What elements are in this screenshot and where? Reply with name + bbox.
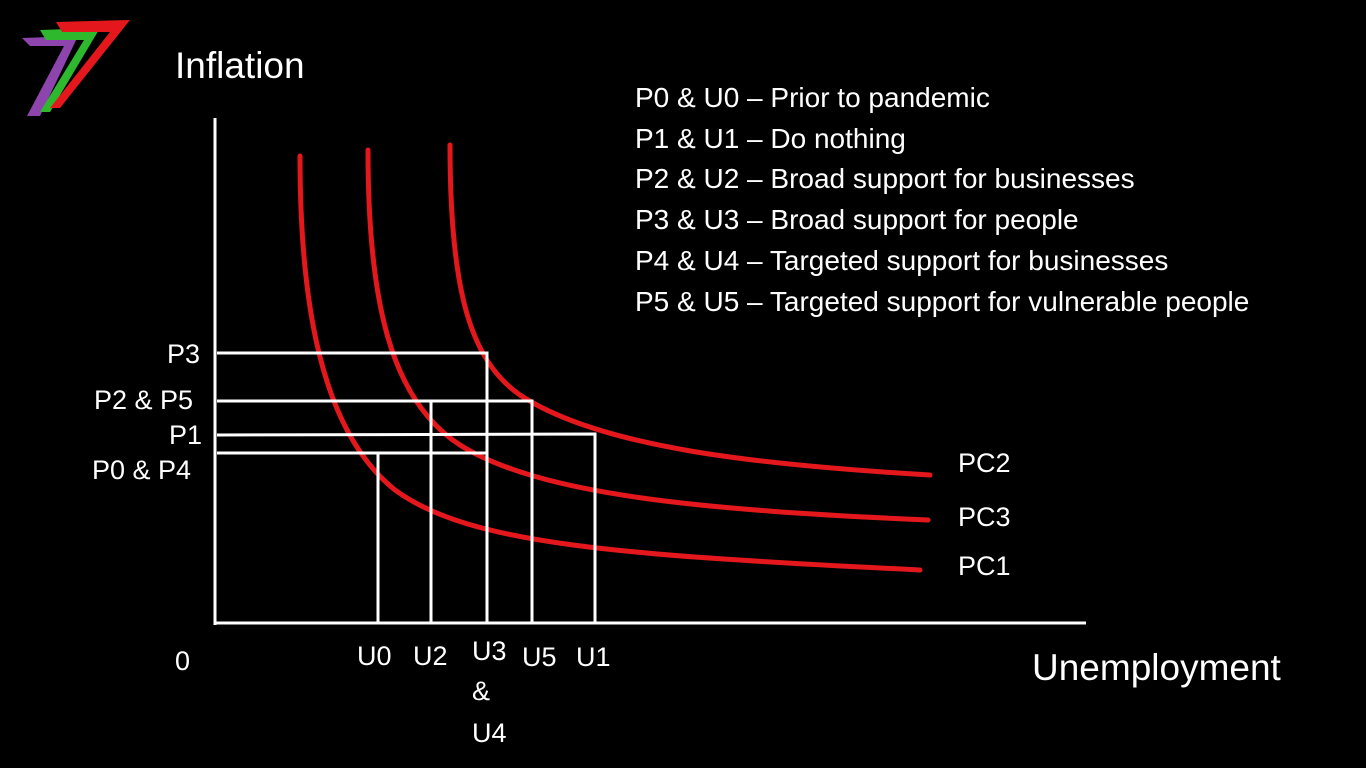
label-u4: U4 (472, 718, 507, 748)
origin-label: 0 (175, 646, 190, 676)
x-axis-title: Unemployment (1032, 647, 1282, 688)
label-p1: P1 (169, 420, 202, 450)
legend-line: P2 & U2 – Broad support for businesses (635, 163, 1135, 194)
label-pc2: PC2 (958, 448, 1011, 478)
label-u2: U2 (413, 641, 448, 671)
label-p3: P3 (167, 339, 200, 369)
label-ampersand: & (472, 676, 490, 706)
label-p2-p5: P2 & P5 (94, 385, 193, 415)
legend-line: P4 & U4 – Targeted support for businesse… (635, 245, 1168, 276)
legend-line: P0 & U0 – Prior to pandemic (635, 82, 990, 113)
legend-line: P3 & U3 – Broad support for people (635, 204, 1079, 235)
label-u5: U5 (522, 642, 557, 672)
guide-p1-u1 (216, 432, 597, 623)
legend-line: P1 & U1 – Do nothing (635, 123, 906, 154)
guide-p3-u3 (217, 351, 489, 623)
y-axis-title: Inflation (175, 45, 305, 86)
legend: P0 & U0 – Prior to pandemic P1 & U1 – Do… (635, 82, 1249, 317)
label-pc1: PC1 (958, 551, 1011, 581)
label-pc3: PC3 (958, 502, 1011, 532)
legend-line: P5 & U5 – Targeted support for vulnerabl… (635, 286, 1249, 317)
guide-p5-u5 (217, 399, 534, 623)
seven-stripe-logo-icon (22, 20, 130, 116)
label-u3: U3 (472, 636, 507, 666)
curve-pc1 (297, 153, 923, 573)
curve-pc3 (365, 147, 931, 523)
label-u1: U1 (576, 642, 611, 672)
label-u0: U0 (357, 641, 392, 671)
label-p0-p4: P0 & P4 (92, 455, 191, 485)
